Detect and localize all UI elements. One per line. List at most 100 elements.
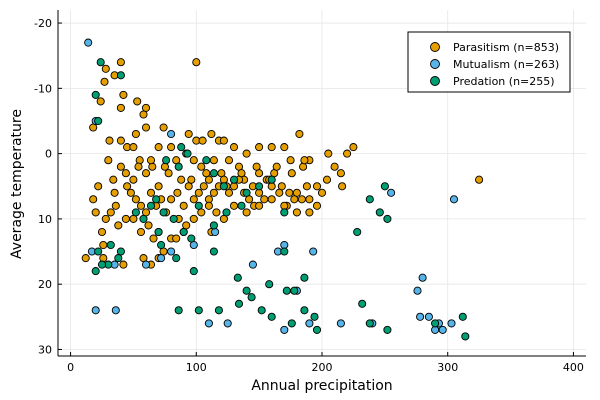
data-point [380, 182, 389, 191]
x-axis-label: Annual precipitation [251, 378, 392, 394]
data-point [280, 208, 289, 217]
data-point [287, 169, 296, 178]
data-point [310, 312, 319, 321]
data-point [202, 156, 211, 165]
data-point [223, 319, 232, 328]
data-point [135, 156, 144, 165]
data-point [234, 299, 244, 308]
data-point [106, 240, 115, 250]
data-point [129, 175, 138, 184]
data-point [152, 195, 161, 204]
data-point [136, 201, 146, 210]
data-point [343, 149, 352, 158]
data-point [189, 267, 198, 276]
data-point [99, 240, 108, 250]
data-point [383, 325, 392, 334]
data-point [237, 169, 246, 178]
data-point [305, 195, 314, 204]
data-point [475, 175, 484, 184]
x-tick-label: 400 [563, 361, 584, 374]
data-point [267, 182, 276, 191]
data-point [255, 143, 264, 152]
data-point [257, 306, 266, 315]
data-point [252, 162, 261, 171]
data-point [97, 260, 107, 269]
data-point [179, 227, 188, 237]
data-point [119, 260, 128, 269]
data-point [94, 116, 103, 126]
data-point [219, 182, 228, 191]
data-point [174, 162, 183, 171]
data-point [209, 247, 218, 256]
data-point [101, 214, 110, 223]
data-point [260, 195, 269, 204]
data-point [209, 221, 218, 230]
data-point [365, 195, 374, 204]
data-point [160, 162, 169, 171]
data-point [237, 201, 246, 210]
data-point [159, 123, 168, 132]
data-point [242, 286, 251, 295]
data-point [154, 227, 163, 237]
data-point [229, 182, 239, 191]
data-point [96, 97, 105, 106]
data-point [330, 162, 339, 171]
data-point [99, 254, 108, 263]
data-point [309, 247, 318, 256]
data-point [280, 325, 289, 334]
data-point [114, 254, 123, 263]
data-point [194, 188, 203, 197]
data-point [91, 90, 100, 99]
data-point [214, 306, 223, 315]
data-point [197, 208, 206, 217]
data-point [133, 97, 142, 106]
data-point [242, 149, 251, 158]
data-point [461, 332, 470, 341]
data-point [157, 240, 166, 250]
data-point [106, 208, 115, 217]
legend: Parasitism (n=853) Mutualism (n=263) Preda… [407, 31, 571, 93]
data-point [413, 286, 422, 295]
y-tick-label: -20 [34, 17, 52, 30]
data-point [353, 227, 362, 237]
data-point [265, 280, 274, 289]
data-point [184, 129, 193, 139]
data-point [189, 156, 198, 165]
data-point [157, 254, 166, 263]
data-point [94, 247, 103, 256]
data-point [219, 175, 228, 184]
y-tick-label: -10 [34, 82, 52, 95]
data-point [146, 188, 156, 197]
data-point [207, 129, 216, 139]
data-point [134, 162, 143, 171]
x-tick-label: 100 [186, 361, 207, 374]
data-point [211, 227, 220, 237]
data-point [280, 143, 289, 152]
x-tick-label: 200 [312, 361, 333, 374]
legend-label: Parasitism (n=853) [453, 41, 559, 54]
data-point [286, 156, 295, 165]
data-point [81, 254, 90, 263]
data-point [111, 306, 120, 315]
data-point [336, 169, 345, 178]
data-point [204, 319, 213, 328]
data-point [116, 162, 125, 171]
data-point [100, 77, 109, 86]
data-point [109, 175, 118, 184]
data-point [197, 162, 206, 171]
data-point [148, 162, 157, 171]
data-point [358, 299, 367, 308]
data-point [111, 201, 120, 210]
y-tick-label: 0 [45, 148, 52, 161]
data-point [209, 188, 218, 197]
data-point [287, 319, 296, 328]
data-point [222, 208, 231, 217]
legend-label: Mutualism (n=263) [453, 58, 559, 71]
data-point [383, 214, 392, 223]
data-point [300, 306, 309, 315]
data-point [324, 149, 333, 158]
data-point [121, 214, 130, 223]
data-point [131, 195, 140, 204]
data-point [219, 136, 228, 145]
data-point [212, 208, 221, 217]
